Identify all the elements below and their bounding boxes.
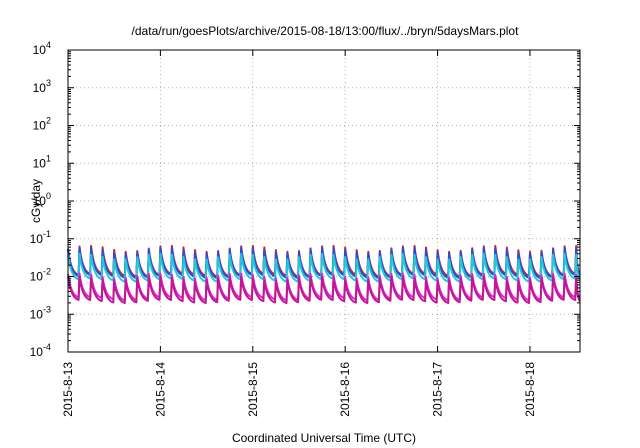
y-tick-label: 103	[33, 78, 51, 95]
x-axis: 2015-8-13 2015-8-14 2015-8-15 2015-8-16 2015…	[61, 50, 537, 417]
x-tick-label: 2015-8-17	[431, 362, 445, 417]
y-axis-label: cGy/day	[29, 179, 43, 223]
y-tick-label: 10-3	[30, 304, 51, 321]
y-tick-label: 10-4	[30, 342, 51, 359]
data-series	[67, 244, 581, 304]
grid-lines	[68, 50, 580, 352]
x-tick-label: 2015-8-18	[523, 362, 537, 417]
x-tick-label: 2015-8-14	[153, 362, 167, 417]
y-tick-label: 100	[33, 191, 51, 208]
x-tick-label: 2015-8-15	[246, 362, 260, 417]
y-axis: 10-4 10-3 10-2 10-1 100 101 102 103 104	[30, 40, 580, 359]
series-line	[67, 252, 581, 283]
x-tick-label: 2015-8-16	[338, 362, 352, 417]
x-tick-label: 2015-8-13	[61, 362, 75, 417]
y-tick-label: 10-2	[30, 267, 51, 284]
chart-title: /data/run/goesPlots/archive/2015-08-18/1…	[132, 24, 520, 38]
y-tick-label: 102	[33, 116, 51, 133]
series-line	[67, 275, 581, 304]
series-line	[67, 272, 581, 302]
series-line	[67, 246, 581, 280]
y-tick-label: 101	[33, 153, 51, 170]
x-axis-label: Coordinated Universal Time (UTC)	[232, 431, 416, 445]
y-tick-label: 104	[33, 40, 51, 57]
y-tick-label: 10-1	[30, 229, 51, 246]
